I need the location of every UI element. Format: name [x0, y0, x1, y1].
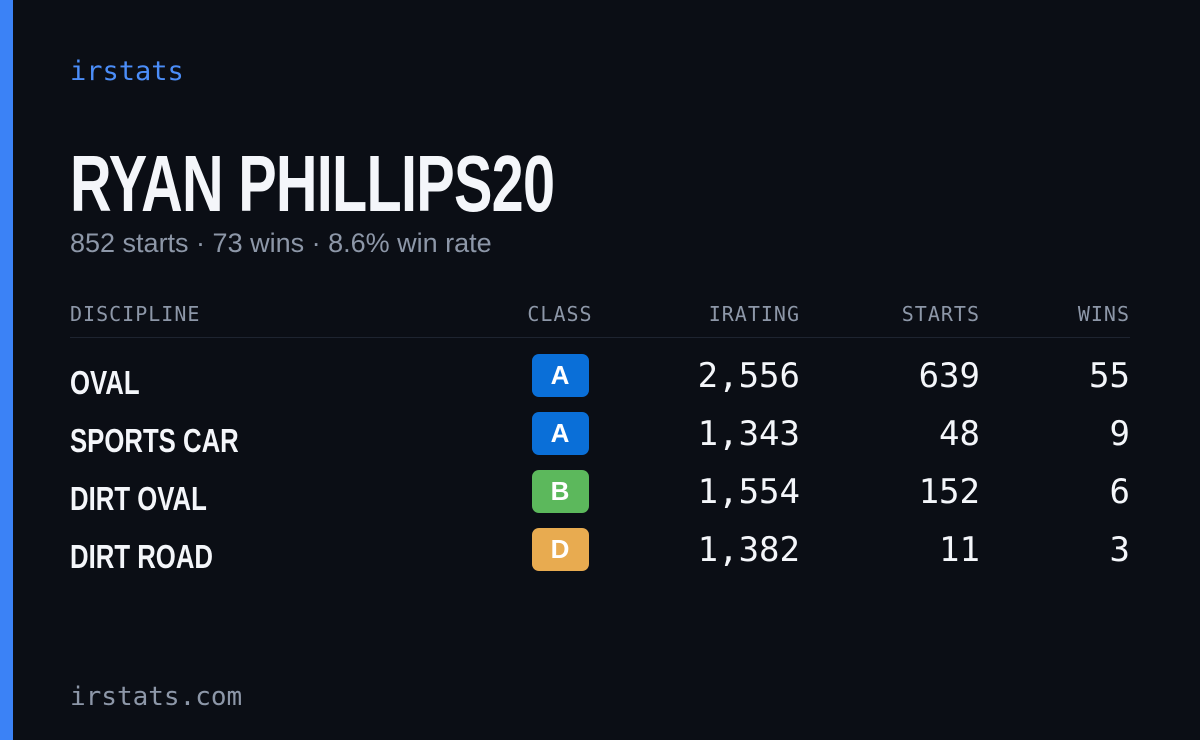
- accent-bar: [0, 0, 13, 740]
- starts: 11: [939, 530, 980, 570]
- discipline: OVAL: [70, 364, 140, 401]
- discipline: SPORTS CAR: [70, 422, 239, 459]
- brand: irstats: [70, 56, 184, 87]
- column-header: STARTS: [901, 302, 980, 326]
- wins: 3: [1109, 530, 1130, 570]
- starts: 48: [939, 414, 980, 454]
- wins: 9: [1109, 414, 1130, 454]
- column-header: DISCIPLINE: [70, 302, 201, 326]
- driver-name: RYAN PHILLIPS20: [70, 139, 555, 228]
- class-badge: B: [531, 470, 589, 513]
- column-header: CLASS: [527, 302, 593, 326]
- footer: irstats.com: [70, 682, 243, 712]
- starts: 152: [918, 472, 980, 512]
- starts: 639: [918, 356, 980, 396]
- column-header: IRATING: [708, 302, 800, 326]
- discipline: DIRT ROAD: [70, 538, 213, 575]
- header-rule: [70, 337, 1130, 338]
- irating: 1,343: [697, 414, 800, 454]
- wins: 55: [1089, 356, 1130, 396]
- wins: 6: [1109, 472, 1130, 512]
- class-badge: A: [531, 354, 589, 397]
- driver-summary: 852 starts · 73 wins · 8.6% win rate: [70, 228, 492, 258]
- discipline: DIRT OVAL: [70, 480, 207, 517]
- irating: 1,382: [697, 530, 800, 570]
- column-header: WINS: [1077, 302, 1130, 326]
- irating: 2,556: [697, 356, 800, 396]
- irating: 1,554: [697, 472, 800, 512]
- class-badge: D: [531, 528, 589, 571]
- class-badge: A: [531, 412, 589, 455]
